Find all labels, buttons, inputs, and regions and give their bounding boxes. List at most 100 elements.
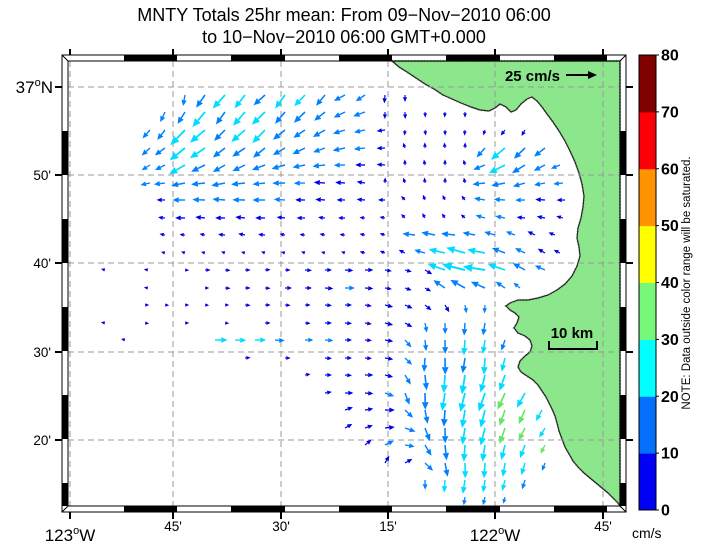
- current-vector: [376, 145, 386, 151]
- current-vector: [305, 285, 312, 291]
- current-vector: [142, 129, 151, 139]
- current-vector: [205, 286, 210, 290]
- frame-band: [124, 506, 177, 512]
- current-vector: [285, 268, 291, 272]
- current-vector: [339, 232, 346, 237]
- axis-tick-label: 37oN: [16, 77, 53, 97]
- current-vector: [495, 214, 506, 220]
- colorbar-tick-label: 80: [661, 48, 679, 65]
- current-vector: [533, 164, 546, 171]
- current-vector: [359, 250, 366, 255]
- axis-tick-label: 122oW: [470, 525, 521, 545]
- current-vector: [185, 303, 190, 307]
- current-vector: [427, 263, 446, 271]
- current-vector: [481, 462, 488, 479]
- current-vector: [189, 129, 206, 143]
- current-vector: [463, 142, 467, 149]
- current-vector: [488, 164, 506, 174]
- current-vector: [293, 180, 306, 186]
- current-vector: [384, 455, 390, 464]
- axis-tick-label: 45': [164, 519, 182, 534]
- current-vector: [500, 462, 507, 477]
- current-vector: [364, 407, 374, 412]
- current-vector: [384, 392, 395, 397]
- current-vector: [481, 357, 488, 375]
- current-vector: [458, 392, 466, 413]
- current-vector: [181, 94, 187, 107]
- current-vector: [264, 268, 271, 272]
- current-vector: [191, 164, 206, 172]
- current-vector: [502, 496, 507, 504]
- frame-band: [339, 506, 392, 512]
- current-vector: [459, 409, 467, 428]
- current-vector: [296, 215, 306, 221]
- current-vector: [304, 268, 312, 273]
- axis-tick-label: 15': [379, 519, 397, 534]
- current-vector: [155, 164, 166, 171]
- current-vector: [404, 392, 410, 405]
- current-vector: [333, 162, 346, 168]
- current-vector: [365, 372, 374, 378]
- current-vector: [414, 249, 426, 255]
- current-vector: [423, 142, 427, 149]
- axis-tick-label: 40': [33, 256, 51, 271]
- current-vector: [232, 147, 246, 157]
- current-vector: [140, 181, 151, 187]
- current-vector: [175, 215, 186, 221]
- current-vector: [460, 479, 467, 494]
- current-vector: [534, 181, 546, 187]
- current-vector: [422, 339, 429, 352]
- current-vector: [345, 302, 352, 308]
- current-vector: [184, 268, 190, 272]
- current-vector: [480, 339, 487, 354]
- current-vector: [224, 321, 230, 325]
- current-vector: [280, 251, 286, 255]
- colorbar-tick-label: 40: [661, 275, 679, 292]
- current-vector: [172, 197, 185, 203]
- current-vector: [345, 285, 355, 291]
- current-vector: [443, 129, 447, 136]
- current-vector: [384, 356, 394, 361]
- current-vector: [472, 180, 486, 187]
- current-vector: [320, 251, 326, 255]
- current-vector: [157, 129, 166, 140]
- current-vector: [315, 197, 326, 203]
- current-vector: [215, 111, 226, 125]
- frame-band: [620, 219, 626, 263]
- frame-band: [62, 219, 68, 263]
- current-vector: [160, 111, 166, 123]
- frame-band: [620, 307, 626, 351]
- current-vector: [450, 279, 466, 289]
- current-vector: [234, 337, 247, 343]
- current-vector: [376, 162, 386, 168]
- current-vector: [518, 409, 526, 425]
- current-vector: [515, 197, 526, 203]
- current-vector: [476, 147, 486, 158]
- current-vector: [421, 392, 429, 410]
- current-vector: [234, 94, 246, 109]
- current-vector: [196, 94, 206, 108]
- current-vector: [120, 338, 126, 342]
- current-vector: [422, 177, 427, 184]
- colorbar-tick-label: 20: [661, 389, 679, 406]
- current-vector: [398, 249, 406, 254]
- current-vector: [443, 159, 447, 165]
- current-vector: [541, 462, 546, 471]
- current-vector: [404, 339, 412, 348]
- colorbar-segment: [639, 225, 656, 283]
- frame-corner: [619, 505, 627, 513]
- current-vector: [481, 322, 487, 336]
- current-vector: [221, 251, 226, 255]
- colorbar-segment: [639, 55, 656, 113]
- current-vector: [344, 406, 353, 412]
- current-vector: [344, 373, 352, 378]
- current-vector: [403, 111, 408, 119]
- current-vector: [422, 159, 427, 166]
- current-vector: [318, 215, 326, 220]
- current-vector: [443, 111, 447, 118]
- frame-band: [446, 55, 500, 61]
- current-vector: [251, 111, 266, 125]
- frame-band: [620, 483, 626, 506]
- current-vector: [404, 268, 412, 273]
